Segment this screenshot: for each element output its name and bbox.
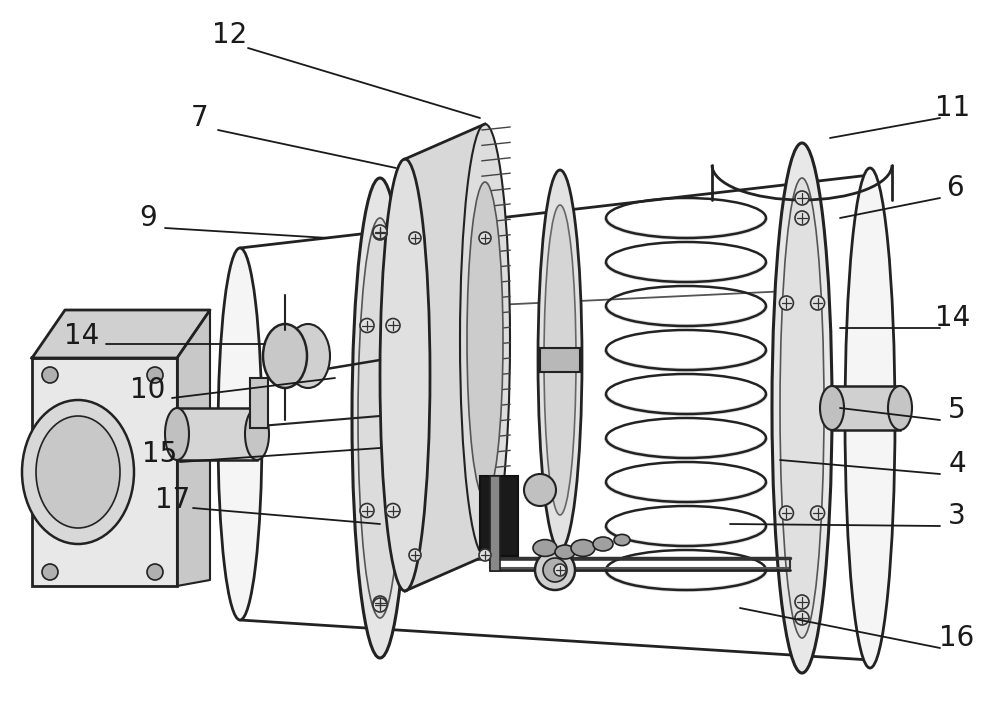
Ellipse shape <box>460 124 510 556</box>
Ellipse shape <box>535 550 575 590</box>
Ellipse shape <box>614 534 630 546</box>
Ellipse shape <box>42 564 58 580</box>
Ellipse shape <box>795 191 809 205</box>
Ellipse shape <box>479 232 491 244</box>
Ellipse shape <box>373 598 387 612</box>
Text: 15: 15 <box>142 440 178 468</box>
Ellipse shape <box>544 205 576 515</box>
Ellipse shape <box>795 611 809 625</box>
Ellipse shape <box>409 549 421 561</box>
FancyBboxPatch shape <box>32 358 177 586</box>
Ellipse shape <box>358 218 402 618</box>
Ellipse shape <box>218 248 262 620</box>
Text: 14: 14 <box>935 304 971 332</box>
Polygon shape <box>177 310 210 586</box>
Ellipse shape <box>543 558 567 582</box>
Text: 5: 5 <box>948 396 966 424</box>
Ellipse shape <box>538 170 582 550</box>
Ellipse shape <box>845 168 895 668</box>
Ellipse shape <box>554 564 566 576</box>
Ellipse shape <box>780 178 824 638</box>
Ellipse shape <box>533 539 557 557</box>
Ellipse shape <box>479 549 491 561</box>
Ellipse shape <box>373 225 387 239</box>
Ellipse shape <box>165 408 189 460</box>
Text: 12: 12 <box>212 21 248 49</box>
Ellipse shape <box>373 226 387 240</box>
Ellipse shape <box>467 182 503 498</box>
Ellipse shape <box>555 545 575 559</box>
Ellipse shape <box>22 400 134 544</box>
Ellipse shape <box>779 506 793 520</box>
Ellipse shape <box>36 416 120 528</box>
Ellipse shape <box>524 474 556 506</box>
Text: 11: 11 <box>935 94 971 122</box>
Text: 9: 9 <box>139 204 157 232</box>
Ellipse shape <box>795 211 809 225</box>
Ellipse shape <box>147 564 163 580</box>
Ellipse shape <box>772 143 832 673</box>
Ellipse shape <box>820 386 844 430</box>
Ellipse shape <box>380 159 430 591</box>
FancyBboxPatch shape <box>490 476 500 571</box>
FancyBboxPatch shape <box>250 378 268 428</box>
Ellipse shape <box>779 296 793 310</box>
Ellipse shape <box>795 595 809 609</box>
FancyBboxPatch shape <box>540 348 580 372</box>
Ellipse shape <box>373 596 387 610</box>
Ellipse shape <box>811 296 825 310</box>
Polygon shape <box>32 310 210 358</box>
Ellipse shape <box>286 324 330 388</box>
Ellipse shape <box>360 319 374 332</box>
Ellipse shape <box>147 367 163 383</box>
Text: 3: 3 <box>948 502 966 530</box>
Text: 16: 16 <box>939 624 975 652</box>
Ellipse shape <box>352 178 408 658</box>
Text: 7: 7 <box>191 104 209 132</box>
Ellipse shape <box>42 367 58 383</box>
Ellipse shape <box>409 232 421 244</box>
Text: 10: 10 <box>130 376 166 404</box>
Ellipse shape <box>593 537 613 551</box>
Ellipse shape <box>571 539 595 557</box>
FancyBboxPatch shape <box>177 408 257 460</box>
Text: 14: 14 <box>64 322 100 350</box>
Text: 4: 4 <box>948 450 966 478</box>
Text: 17: 17 <box>155 486 191 514</box>
FancyBboxPatch shape <box>832 386 900 430</box>
Ellipse shape <box>386 503 400 518</box>
Polygon shape <box>405 124 485 591</box>
Ellipse shape <box>888 386 912 430</box>
Ellipse shape <box>360 503 374 518</box>
Ellipse shape <box>386 319 400 332</box>
FancyBboxPatch shape <box>480 476 518 556</box>
Ellipse shape <box>245 408 269 460</box>
Ellipse shape <box>263 324 307 388</box>
Ellipse shape <box>811 506 825 520</box>
Text: 6: 6 <box>946 174 964 202</box>
